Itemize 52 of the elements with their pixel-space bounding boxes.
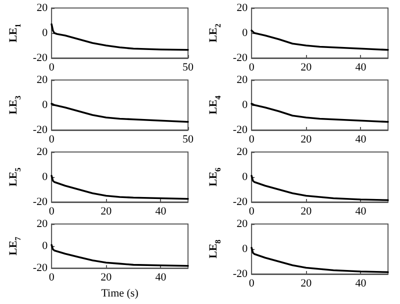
y-tick-label: 0: [242, 243, 248, 255]
y-tick-label: 0: [42, 27, 48, 39]
line-series: [50, 102, 189, 123]
x-axis-title: Time (s): [101, 288, 139, 300]
y-axis-title: LE2: [208, 24, 222, 42]
x-tick-label: 20: [300, 278, 312, 290]
x-tick-label: 40: [355, 134, 367, 146]
y-tick-label: 20: [36, 2, 48, 14]
y-tick-label: -20: [232, 196, 248, 208]
line-series: [50, 174, 189, 200]
x-tick-label: 50: [182, 134, 194, 146]
y-tick-label: -20: [232, 268, 248, 280]
y-tick-label: 20: [36, 74, 48, 86]
y-tick-label: -20: [32, 262, 48, 274]
x-tick-label: 20: [300, 62, 312, 74]
x-tick-label: 50: [182, 62, 194, 74]
y-tick-label: 0: [242, 171, 248, 183]
x-tick-label: 40: [355, 206, 367, 218]
y-tick-label: 20: [36, 218, 48, 230]
y-axis-title: LE5: [8, 168, 22, 186]
line-series: [50, 23, 189, 51]
y-tick-label: 20: [36, 146, 48, 158]
y-axis-title: LE7: [8, 236, 22, 256]
x-tick-label: 40: [155, 206, 167, 218]
y-tick-label: -20: [232, 52, 248, 64]
x-tick-label: 20: [300, 134, 312, 146]
y-axis-title: LE6: [208, 168, 222, 186]
x-tick-label: 20: [100, 272, 112, 284]
y-tick-label: 0: [42, 171, 48, 183]
x-tick-label: 20: [300, 206, 312, 218]
y-tick-label: -20: [32, 52, 48, 64]
x-tick-label: 40: [355, 278, 367, 290]
y-tick-label: 20: [236, 218, 248, 230]
y-tick-label: 0: [42, 99, 48, 111]
line-series: [250, 30, 389, 51]
y-tick-label: -20: [32, 196, 48, 208]
y-tick-label: 0: [42, 240, 48, 252]
x-tick-label: 40: [355, 62, 367, 74]
y-tick-label: 20: [236, 74, 248, 86]
y-axis-title: LE4: [208, 96, 222, 114]
y-tick-label: -20: [232, 124, 248, 136]
y-tick-label: 20: [236, 2, 248, 14]
x-tick-label: 20: [100, 206, 112, 218]
x-tick-label: 40: [155, 272, 167, 284]
y-tick-label: 0: [242, 99, 248, 111]
y-axis-title: LE1: [8, 24, 22, 42]
y-tick-label: 0: [242, 27, 248, 39]
y-tick-label: -20: [32, 124, 48, 136]
y-tick-label: 20: [236, 146, 248, 158]
y-axis-title: LE8: [208, 240, 222, 258]
line-series: [250, 102, 389, 123]
y-axis-title: LE3: [8, 96, 22, 114]
